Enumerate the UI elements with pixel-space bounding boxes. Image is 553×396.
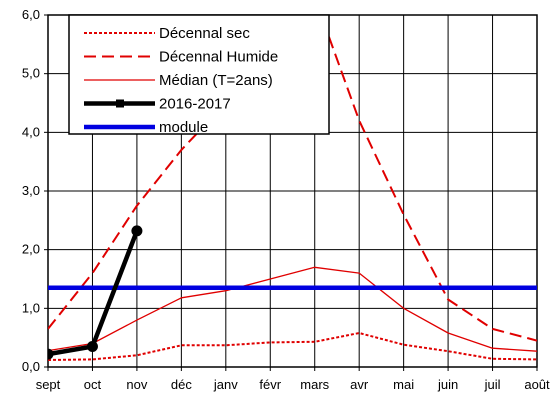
- x-tick-label: juin: [437, 377, 458, 392]
- y-tick-label: 5,0: [22, 66, 40, 81]
- data-point-2016-2017: [48, 348, 54, 360]
- x-tick-label: févr: [259, 377, 281, 392]
- x-tick-label: janv: [213, 377, 238, 392]
- x-tick-label: avr: [350, 377, 369, 392]
- series-line-m-dian-t-2ans: [48, 266, 537, 352]
- x-tick-label: oct: [84, 377, 102, 392]
- legend-label-module: module: [159, 119, 208, 136]
- y-tick-label: 4,0: [22, 124, 40, 139]
- series-line-d-cennal-sec: [48, 332, 537, 361]
- legend-box: [68, 14, 330, 135]
- data-point-2016-2017: [86, 340, 98, 352]
- data-point-2016-2017: [131, 225, 143, 237]
- legend-label-m-dian-t-2ans: Médian (T=2ans): [159, 72, 273, 89]
- y-tick-label: 6,0: [22, 7, 40, 22]
- y-tick-label: 1,0: [22, 300, 40, 315]
- x-tick-label: déc: [171, 377, 192, 392]
- legend-marker: [116, 99, 124, 108]
- y-tick-label: 0,0: [22, 359, 40, 374]
- legend-label-d-cennal-humide: Décennal Humide: [159, 49, 278, 66]
- x-tick-label: mai: [393, 377, 414, 392]
- series-line-d-cennal-humide: [48, 15, 537, 342]
- x-tick-label: mars: [300, 377, 329, 392]
- x-tick-label: août: [524, 377, 550, 392]
- legend-label-2016-2017: 2016-2017: [159, 96, 231, 113]
- x-tick-label: sept: [36, 377, 61, 392]
- legend-label-d-cennal-sec: Décennal sec: [159, 25, 250, 42]
- x-tick-label: nov: [126, 377, 147, 392]
- x-tick-label: juil: [484, 377, 501, 392]
- y-tick-label: 3,0: [22, 183, 40, 198]
- y-tick-label: 2,0: [22, 242, 40, 257]
